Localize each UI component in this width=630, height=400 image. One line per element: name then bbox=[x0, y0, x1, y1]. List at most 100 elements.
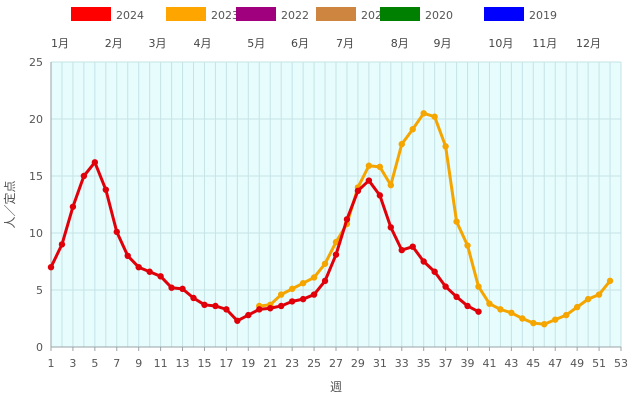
data-point-2024[interactable] bbox=[91, 159, 99, 166]
y-tick-label: 25 bbox=[29, 56, 43, 69]
legend-item-2019[interactable]: 2019 bbox=[484, 7, 557, 22]
data-point-2023[interactable] bbox=[431, 113, 438, 120]
data-point-2023[interactable] bbox=[508, 309, 515, 316]
data-point-2023[interactable] bbox=[552, 316, 559, 323]
data-point-2024[interactable] bbox=[321, 277, 329, 285]
legend-item-2022[interactable]: 2022 bbox=[236, 7, 309, 22]
data-point-2024[interactable] bbox=[245, 311, 252, 319]
data-point-2024[interactable] bbox=[124, 252, 131, 259]
data-point-2023[interactable] bbox=[442, 143, 449, 150]
data-point-2023[interactable] bbox=[519, 315, 526, 322]
data-point-2024[interactable] bbox=[398, 246, 405, 254]
data-point-2024[interactable] bbox=[212, 302, 219, 310]
legend-label: 2022 bbox=[281, 9, 309, 22]
data-point-2023[interactable] bbox=[595, 291, 603, 298]
data-point-2024[interactable] bbox=[80, 172, 88, 180]
x-tick-label: 1 bbox=[48, 357, 55, 370]
data-point-2023[interactable] bbox=[541, 321, 548, 328]
data-point-2024[interactable] bbox=[168, 284, 175, 291]
data-point-2023[interactable] bbox=[562, 311, 570, 319]
data-point-2023[interactable] bbox=[398, 140, 405, 148]
x-tick-label: 25 bbox=[307, 357, 321, 370]
x-tick-label: 17 bbox=[219, 357, 233, 370]
data-point-2024[interactable] bbox=[234, 317, 241, 324]
data-point-2024[interactable] bbox=[365, 177, 373, 184]
data-point-2024[interactable] bbox=[453, 293, 460, 301]
month-label: 3月 bbox=[149, 37, 167, 50]
x-tick-label: 11 bbox=[154, 357, 168, 370]
legend-swatch bbox=[236, 7, 276, 21]
data-point-2023[interactable] bbox=[277, 291, 285, 298]
data-point-2023[interactable] bbox=[365, 162, 373, 169]
x-tick-label: 15 bbox=[197, 357, 211, 370]
data-point-2024[interactable] bbox=[277, 302, 285, 310]
data-point-2024[interactable] bbox=[332, 251, 340, 258]
data-point-2023[interactable] bbox=[464, 242, 471, 249]
data-point-2023[interactable] bbox=[573, 303, 581, 311]
legend-item-2024[interactable]: 2024 bbox=[71, 7, 144, 22]
data-point-2023[interactable] bbox=[420, 110, 427, 117]
data-point-2024[interactable] bbox=[310, 291, 318, 298]
data-point-2024[interactable] bbox=[146, 268, 153, 275]
data-point-2023[interactable] bbox=[453, 218, 460, 225]
data-point-2024[interactable] bbox=[354, 187, 362, 195]
data-point-2023[interactable] bbox=[606, 277, 614, 285]
x-tick-label: 49 bbox=[570, 357, 584, 370]
data-point-2023[interactable] bbox=[332, 238, 340, 246]
data-point-2024[interactable] bbox=[69, 203, 77, 210]
data-point-2023[interactable] bbox=[530, 319, 537, 327]
data-point-2024[interactable] bbox=[409, 243, 416, 250]
data-point-2023[interactable] bbox=[475, 283, 482, 290]
x-tick-label: 53 bbox=[614, 357, 628, 370]
data-point-2024[interactable] bbox=[475, 308, 482, 315]
data-point-2024[interactable] bbox=[58, 241, 66, 248]
series-layer bbox=[47, 110, 614, 328]
data-point-2024[interactable] bbox=[190, 294, 197, 302]
data-point-2023[interactable] bbox=[299, 279, 307, 287]
data-point-2024[interactable] bbox=[376, 192, 384, 199]
legend-label: 2019 bbox=[529, 9, 557, 22]
data-point-2024[interactable] bbox=[431, 268, 438, 275]
y-tick-label: 5 bbox=[36, 284, 43, 297]
x-tick-label: 47 bbox=[548, 357, 562, 370]
data-point-2024[interactable] bbox=[157, 273, 164, 280]
data-point-2024[interactable] bbox=[179, 285, 186, 293]
data-point-2024[interactable] bbox=[299, 295, 307, 303]
data-point-2024[interactable] bbox=[256, 306, 263, 313]
y-tick-label: 15 bbox=[29, 170, 43, 183]
data-point-2024[interactable] bbox=[267, 305, 274, 312]
data-point-2023[interactable] bbox=[497, 306, 504, 313]
data-point-2024[interactable] bbox=[47, 264, 55, 271]
data-point-2024[interactable] bbox=[464, 302, 471, 310]
data-point-2024[interactable] bbox=[387, 224, 395, 231]
data-point-2024[interactable] bbox=[102, 186, 110, 193]
legend-swatch bbox=[484, 7, 524, 21]
data-point-2024[interactable] bbox=[223, 306, 230, 313]
data-point-2023[interactable] bbox=[376, 163, 384, 171]
data-point-2023[interactable] bbox=[584, 295, 592, 303]
y-tick-label: 10 bbox=[29, 227, 43, 240]
data-point-2023[interactable] bbox=[310, 274, 318, 281]
month-label: 7月 bbox=[336, 37, 354, 50]
data-point-2023[interactable] bbox=[486, 300, 493, 307]
data-point-2024[interactable] bbox=[442, 283, 449, 290]
legend-item-2023[interactable]: 2023 bbox=[166, 7, 239, 22]
x-tick-label: 9 bbox=[135, 357, 142, 370]
legend-label: 2020 bbox=[425, 9, 453, 22]
data-point-2023[interactable] bbox=[387, 181, 395, 189]
legend-item-2020[interactable]: 2020 bbox=[380, 7, 453, 22]
data-point-2023[interactable] bbox=[409, 126, 416, 133]
data-point-2024[interactable] bbox=[420, 258, 427, 265]
data-point-2024[interactable] bbox=[343, 216, 351, 223]
x-tick-label: 35 bbox=[417, 357, 431, 370]
legend-item-2021[interactable]: 2021 bbox=[316, 7, 389, 22]
x-tick-label: 51 bbox=[592, 357, 606, 370]
legend-swatch bbox=[380, 7, 420, 21]
series-line-2024 bbox=[49, 160, 480, 323]
data-point-2023[interactable] bbox=[288, 285, 296, 293]
data-point-2023[interactable] bbox=[321, 260, 329, 267]
data-point-2024[interactable] bbox=[288, 298, 296, 305]
data-point-2024[interactable] bbox=[201, 301, 208, 309]
data-point-2024[interactable] bbox=[113, 228, 120, 236]
data-point-2024[interactable] bbox=[135, 264, 142, 271]
